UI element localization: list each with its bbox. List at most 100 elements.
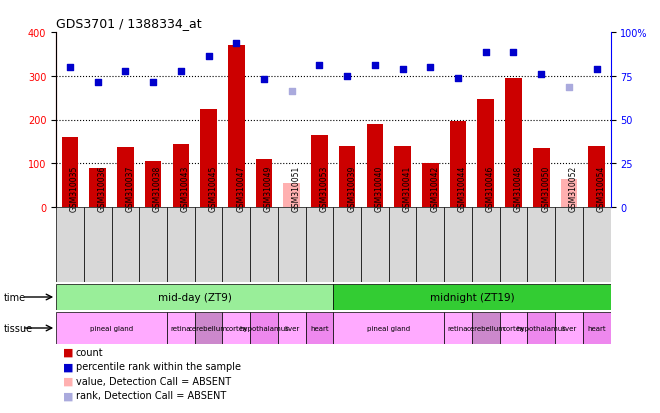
FancyBboxPatch shape <box>306 312 333 344</box>
FancyBboxPatch shape <box>167 207 195 282</box>
Text: ■: ■ <box>63 376 73 386</box>
Bar <box>255 159 273 207</box>
Text: GSM310053: GSM310053 <box>319 165 329 211</box>
Text: GSM310042: GSM310042 <box>430 165 440 211</box>
FancyBboxPatch shape <box>500 207 527 282</box>
Bar <box>394 146 411 207</box>
FancyBboxPatch shape <box>250 207 278 282</box>
Point <box>480 49 491 56</box>
Text: retina: retina <box>170 325 191 331</box>
Bar <box>145 161 162 207</box>
Point <box>508 49 519 56</box>
Bar <box>505 79 522 207</box>
Text: cerebellum: cerebellum <box>466 325 506 331</box>
Text: GSM310049: GSM310049 <box>264 165 273 211</box>
FancyBboxPatch shape <box>583 207 610 282</box>
FancyBboxPatch shape <box>250 312 278 344</box>
Text: time: time <box>3 292 26 302</box>
FancyBboxPatch shape <box>222 312 250 344</box>
Point <box>453 76 463 82</box>
FancyBboxPatch shape <box>444 312 472 344</box>
Text: GSM310040: GSM310040 <box>375 165 384 211</box>
FancyBboxPatch shape <box>500 312 527 344</box>
Text: cortex: cortex <box>225 325 248 331</box>
FancyBboxPatch shape <box>333 284 610 310</box>
Text: ■: ■ <box>63 390 73 400</box>
FancyBboxPatch shape <box>555 312 583 344</box>
FancyBboxPatch shape <box>112 207 139 282</box>
FancyBboxPatch shape <box>84 207 112 282</box>
Text: GSM310044: GSM310044 <box>458 165 467 211</box>
Bar <box>366 125 383 207</box>
Bar <box>311 135 328 207</box>
Bar <box>449 121 467 207</box>
FancyBboxPatch shape <box>527 207 555 282</box>
Point <box>259 77 269 83</box>
Text: percentile rank within the sample: percentile rank within the sample <box>76 361 241 372</box>
Bar <box>422 164 439 207</box>
Text: pineal gland: pineal gland <box>90 325 133 331</box>
Point <box>397 67 408 74</box>
Text: liver: liver <box>561 325 577 331</box>
Text: cortex: cortex <box>502 325 525 331</box>
Text: heart: heart <box>310 325 329 331</box>
Point <box>370 62 380 69</box>
Text: cerebellum: cerebellum <box>189 325 228 331</box>
FancyBboxPatch shape <box>444 207 472 282</box>
FancyBboxPatch shape <box>361 207 389 282</box>
FancyBboxPatch shape <box>167 312 195 344</box>
Point <box>148 80 158 86</box>
Bar <box>172 144 189 207</box>
Bar <box>339 146 356 207</box>
Point <box>176 69 186 76</box>
Text: midnight (ZT19): midnight (ZT19) <box>430 292 514 302</box>
Text: GDS3701 / 1388334_at: GDS3701 / 1388334_at <box>56 17 202 31</box>
Text: tissue: tissue <box>3 323 32 333</box>
Point <box>231 40 242 47</box>
FancyBboxPatch shape <box>56 284 333 310</box>
FancyBboxPatch shape <box>139 207 167 282</box>
Text: GSM310047: GSM310047 <box>236 165 246 211</box>
Text: GSM310038: GSM310038 <box>153 165 162 211</box>
Text: GSM310037: GSM310037 <box>125 165 135 211</box>
Point <box>286 88 297 95</box>
Point <box>425 64 436 71</box>
Text: GSM310054: GSM310054 <box>597 165 606 211</box>
Text: GSM310045: GSM310045 <box>209 165 218 211</box>
Point <box>591 67 602 74</box>
Bar <box>283 183 300 207</box>
Point <box>92 80 103 86</box>
Text: GSM310036: GSM310036 <box>98 165 107 211</box>
Text: GSM310046: GSM310046 <box>486 165 495 211</box>
Text: GSM310050: GSM310050 <box>541 165 550 211</box>
Text: GSM310039: GSM310039 <box>347 165 356 211</box>
FancyBboxPatch shape <box>472 207 500 282</box>
FancyBboxPatch shape <box>306 207 333 282</box>
FancyBboxPatch shape <box>416 207 444 282</box>
Text: pineal gland: pineal gland <box>367 325 411 331</box>
FancyBboxPatch shape <box>583 312 610 344</box>
Text: GSM310052: GSM310052 <box>569 165 578 211</box>
Text: hypothalamus: hypothalamus <box>239 325 289 331</box>
FancyBboxPatch shape <box>195 207 222 282</box>
Point <box>342 73 352 80</box>
Bar <box>228 46 245 207</box>
FancyBboxPatch shape <box>278 207 306 282</box>
Text: ■: ■ <box>63 347 73 357</box>
Point <box>314 62 325 69</box>
Bar <box>200 109 217 207</box>
Text: liver: liver <box>284 325 300 331</box>
FancyBboxPatch shape <box>389 207 416 282</box>
Text: GSM310051: GSM310051 <box>292 165 301 211</box>
Text: rank, Detection Call = ABSENT: rank, Detection Call = ABSENT <box>76 390 226 400</box>
FancyBboxPatch shape <box>333 312 444 344</box>
FancyBboxPatch shape <box>472 312 500 344</box>
Text: heart: heart <box>587 325 606 331</box>
Bar <box>61 138 79 207</box>
FancyBboxPatch shape <box>333 207 361 282</box>
FancyBboxPatch shape <box>56 312 167 344</box>
Text: ■: ■ <box>63 361 73 372</box>
FancyBboxPatch shape <box>56 207 84 282</box>
Point <box>564 84 574 91</box>
Text: GSM310041: GSM310041 <box>403 165 412 211</box>
